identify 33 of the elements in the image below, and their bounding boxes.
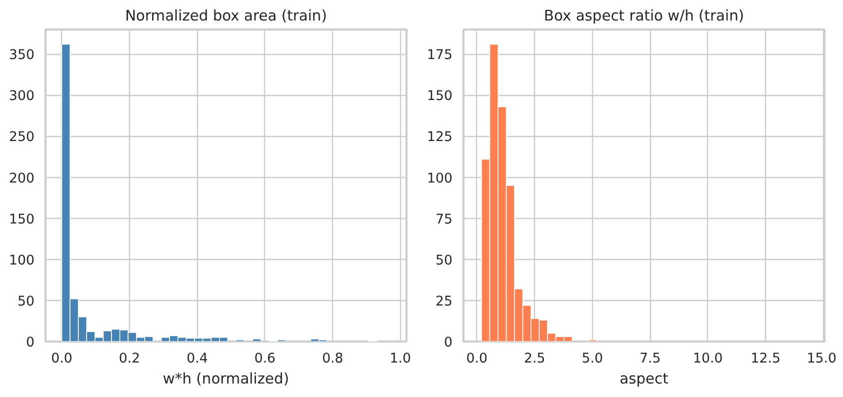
y-tick-label: 300 <box>9 89 35 104</box>
y-tick-label: 200 <box>9 171 35 186</box>
y-tick-label: 100 <box>9 253 35 268</box>
x-tick-label: 12.5 <box>750 352 780 366</box>
y-tick-label: 75 <box>436 212 453 228</box>
y-tick-label: 0 <box>26 336 35 350</box>
y-tick-label: 250 <box>9 130 35 146</box>
y-tick-label: 0 <box>444 336 453 350</box>
x-axis-title: aspect <box>620 370 669 388</box>
y-tick-label: 150 <box>427 89 453 104</box>
x-tick-label: 5.0 <box>582 352 603 366</box>
x-tick-label: 0.2 <box>118 352 140 366</box>
x-tick-label: 0.4 <box>186 352 208 366</box>
chart-title: Normalized box area (train) <box>125 8 327 24</box>
x-tick-label: 0.6 <box>254 352 276 366</box>
x-tick-label: 15.0 <box>806 352 837 366</box>
x-tick-label: 1.0 <box>390 352 412 366</box>
y-tick-label: 25 <box>436 294 453 310</box>
x-tick-label: 0.8 <box>322 352 344 366</box>
y-tick-label: 175 <box>427 48 453 64</box>
y-tick-label: 150 <box>9 212 35 228</box>
y-tick-label: 50 <box>436 253 453 268</box>
x-tick-label: 7.5 <box>640 352 661 366</box>
y-tick-label: 100 <box>427 171 453 186</box>
x-axis-title: w*h (normalized) <box>162 370 290 388</box>
x-tick-label: 0.0 <box>466 352 488 366</box>
chart-title: Box aspect ratio w/h (train) <box>544 8 744 24</box>
y-tick-label: 350 <box>9 48 35 64</box>
x-tick-label: 2.5 <box>524 352 546 366</box>
x-tick-label: 10.0 <box>693 352 723 366</box>
y-tick-label: 125 <box>427 130 453 146</box>
y-tick-label: 50 <box>18 294 35 310</box>
x-tick-label: 0.0 <box>51 352 72 366</box>
